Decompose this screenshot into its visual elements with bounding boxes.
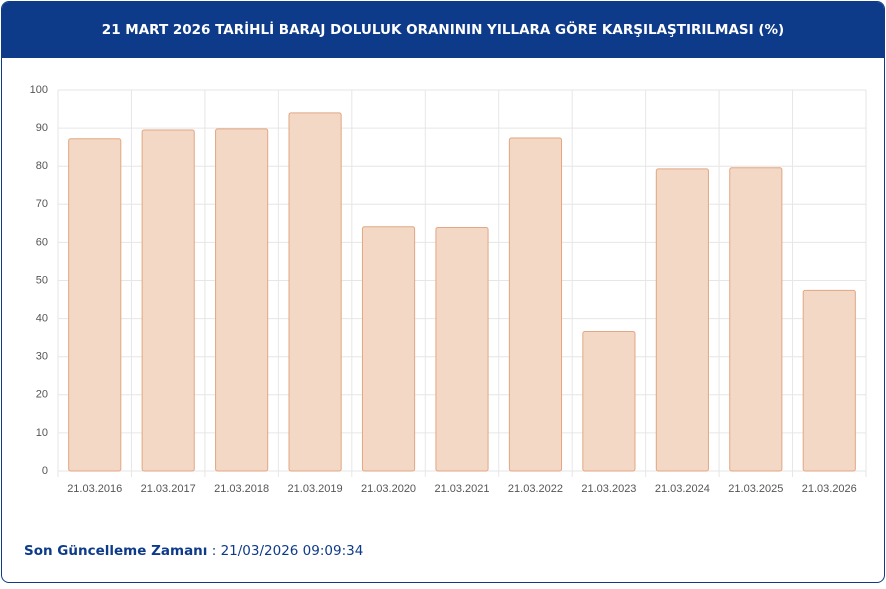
x-tick-label: 21.03.2025: [728, 483, 783, 495]
bar: [729, 167, 783, 472]
bar: [68, 138, 122, 472]
footer: Son Güncelleme Zamanı : 21/03/2026 09:09…: [24, 543, 363, 559]
x-tick-label: 21.03.2022: [508, 483, 563, 495]
y-tick-label: 0: [42, 465, 48, 477]
chart-title: 21 MART 2026 TARİHLİ BARAJ DOLULUK ORANI…: [101, 22, 785, 38]
chart: 0 10 20 30 40 50 60 70 80 90 100 21.03.2016 21.03.20…: [30, 84, 867, 495]
y-tick-label: 90: [36, 122, 48, 134]
y-tick-label: 70: [36, 198, 48, 210]
x-tick-label: 21.03.2016: [67, 483, 122, 495]
x-tick-label: 21.03.2017: [141, 483, 196, 495]
x-tick-label: 21.03.2019: [288, 483, 343, 495]
y-tick-label: 50: [36, 274, 48, 286]
x-tick-label: 21.03.2024: [655, 483, 710, 495]
bar: [288, 112, 342, 472]
x-tick-label: 21.03.2023: [581, 483, 636, 495]
y-tick-label: 100: [30, 84, 48, 96]
bar: [361, 226, 416, 472]
bar: [802, 289, 856, 472]
x-tick-label: 21.03.2021: [434, 483, 489, 495]
footer-label: Son Güncelleme Zamanı: [24, 543, 208, 559]
footer-value: 21/03/2026 09:09:34: [220, 543, 364, 559]
x-tick-label: 21.03.2026: [802, 483, 857, 495]
x-tick-label: 21.03.2020: [361, 483, 416, 495]
y-tick-label: 40: [36, 313, 48, 325]
y-tick-label: 20: [36, 389, 48, 401]
bar: [141, 129, 195, 472]
bar: [582, 331, 636, 472]
y-tick-label: 30: [36, 351, 48, 363]
y-tick-label: 60: [36, 236, 48, 248]
x-tick-label: 21.03.2018: [214, 483, 269, 495]
bar: [435, 227, 489, 472]
y-tick-label: 80: [36, 160, 48, 172]
footer-separator: :: [211, 543, 217, 559]
y-tick-label: 10: [36, 427, 48, 439]
bar: [215, 128, 269, 472]
bar: [655, 168, 709, 472]
bar: [508, 137, 563, 472]
header: 21 MART 2026 TARİHLİ BARAJ DOLULUK ORANI…: [2, 2, 884, 58]
